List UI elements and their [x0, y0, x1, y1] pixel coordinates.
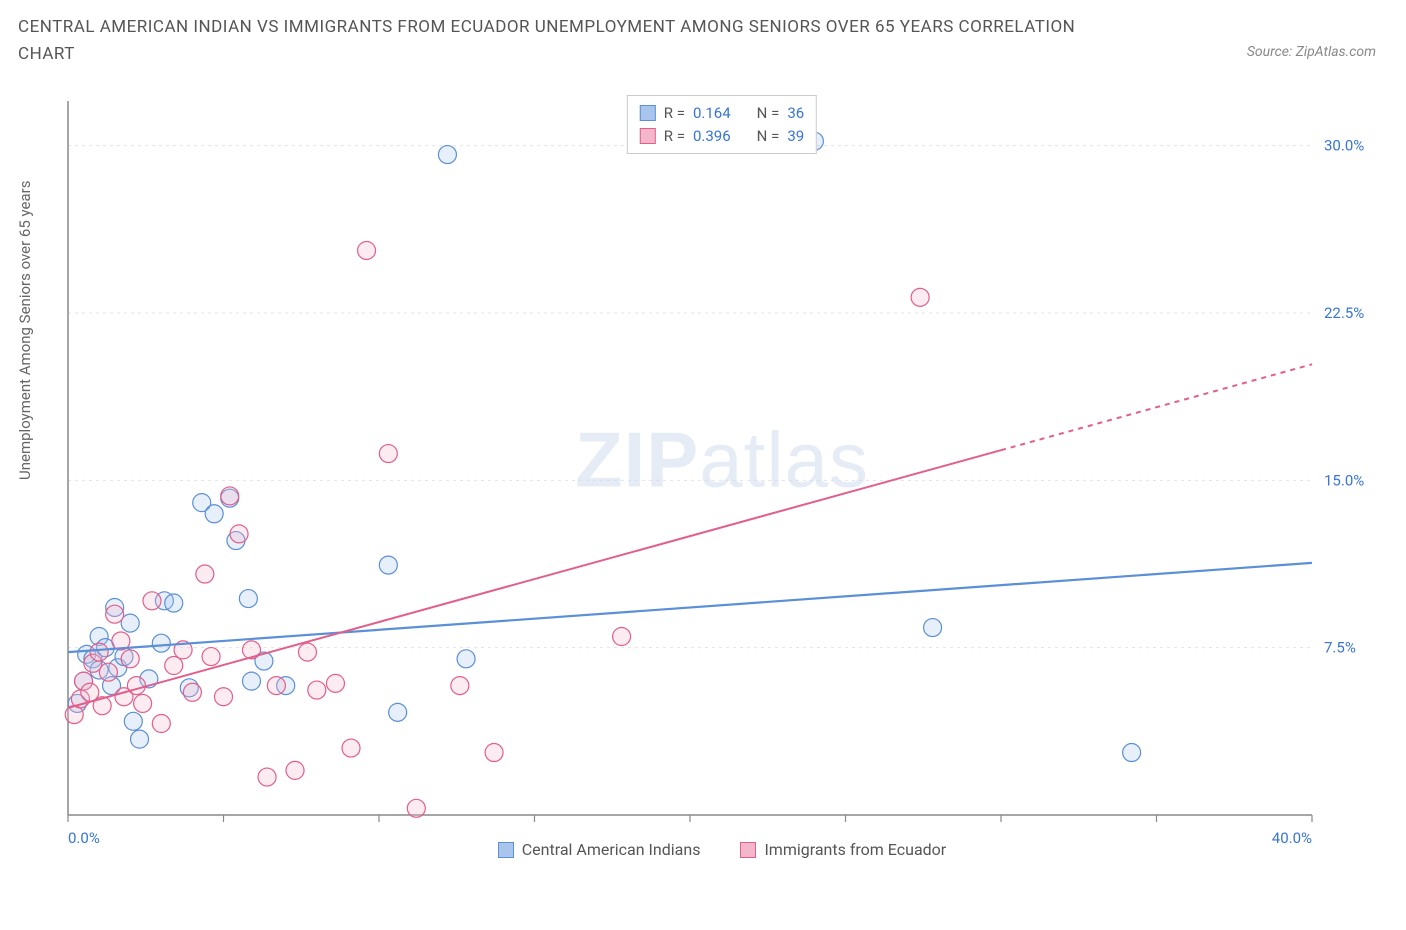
svg-text:7.5%: 7.5% — [1324, 639, 1356, 657]
legend-swatch — [640, 128, 656, 144]
chart-title: CENTRAL AMERICAN INDIAN VS IMMIGRANTS FR… — [18, 14, 1118, 68]
plot-area: 7.5%15.0%22.5%30.0%0.0%40.0% ZIPatlas R … — [62, 95, 1382, 855]
legend-item: Immigrants from Ecuador — [740, 840, 946, 859]
r-value: 0.396 — [693, 125, 731, 148]
svg-text:22.5%: 22.5% — [1324, 304, 1364, 322]
r-label: R = — [664, 125, 685, 148]
svg-text:15.0%: 15.0% — [1324, 471, 1364, 489]
legend-swatch — [498, 842, 514, 858]
legend-item: Central American Indians — [498, 840, 701, 859]
r-value: 0.164 — [693, 102, 731, 125]
n-label: N = — [757, 125, 780, 148]
y-axis-label: Unemployment Among Seniors over 65 years — [16, 181, 34, 480]
n-value: 36 — [787, 102, 804, 125]
legend-swatch — [740, 842, 756, 858]
scatter-chart: 7.5%15.0%22.5%30.0%0.0%40.0% — [62, 95, 1382, 855]
series-legend: Central American Indians Immigrants from … — [62, 840, 1382, 859]
legend-row: R = 0.396 N = 39 — [640, 125, 804, 148]
source-credit: Source: ZipAtlas.com — [1247, 44, 1376, 60]
n-label: N = — [757, 102, 780, 125]
legend-swatch — [640, 105, 656, 121]
series-name: Immigrants from Ecuador — [764, 840, 946, 859]
n-value: 39 — [787, 125, 804, 148]
series-name: Central American Indians — [522, 840, 701, 859]
legend-row: R = 0.164 N = 36 — [640, 102, 804, 125]
correlation-legend: R = 0.164 N = 36 R = 0.396 N = 39 — [627, 95, 817, 154]
svg-text:30.0%: 30.0% — [1324, 137, 1364, 155]
r-label: R = — [664, 102, 685, 125]
